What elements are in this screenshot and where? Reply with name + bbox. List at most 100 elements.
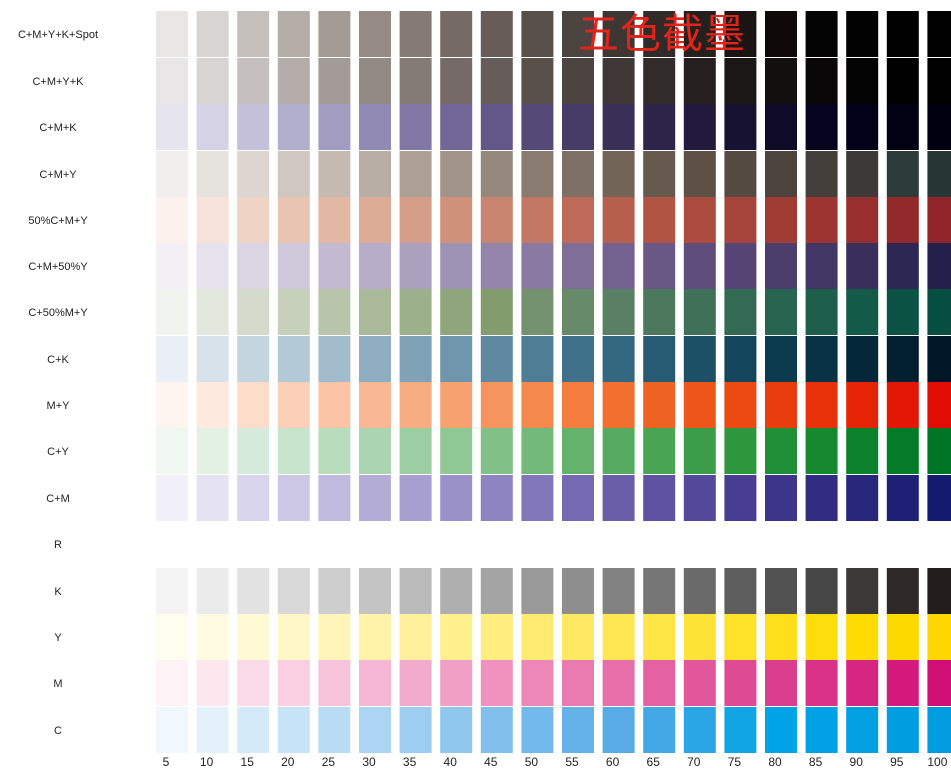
color-swatch [196,475,229,521]
color-swatch [562,660,594,706]
color-swatch [277,707,310,753]
color-swatch [886,382,919,428]
color-swatch [886,475,919,521]
color-swatch [399,11,432,57]
x-tick-label: 55 [565,755,579,768]
color-swatch [480,382,513,428]
color-swatch [156,11,188,57]
color-swatch [237,197,270,243]
color-swatch [683,197,716,243]
color-swatch [440,614,473,660]
color-swatch [805,707,838,753]
color-swatch [724,382,757,428]
color-swatch [237,336,270,382]
color-swatch [237,243,270,289]
color-swatch [846,614,879,660]
color-swatch [399,151,432,197]
color-swatch [521,289,554,335]
color-swatch [399,568,432,614]
color-swatch [886,243,919,289]
color-swatch [927,568,951,614]
color-swatch [846,382,879,428]
color-swatch [602,660,635,706]
color-swatch [399,104,432,150]
color-swatch [886,58,919,104]
color-swatch [927,151,951,197]
color-swatch [846,707,879,753]
color-swatch [846,289,879,335]
color-swatch [440,289,473,335]
color-swatch [156,428,188,474]
color-swatch [765,289,797,335]
color-swatch [683,428,716,474]
color-swatch [359,428,391,474]
color-swatch [765,382,797,428]
color-swatch [927,428,951,474]
color-swatch [602,614,635,660]
color-swatch [643,243,676,289]
color-swatch [643,614,676,660]
color-swatch [399,614,432,660]
color-swatch [196,289,229,335]
color-swatch [156,382,188,428]
color-swatch [683,475,716,521]
color-swatch [846,11,879,57]
color-swatch [399,336,432,382]
color-swatch [765,243,797,289]
x-tick-label: 20 [281,755,295,768]
color-swatch [562,614,594,660]
x-tick-label: 60 [606,755,620,768]
color-swatch [318,243,351,289]
color-swatch [156,660,188,706]
color-swatch [318,568,351,614]
x-tick-label: 85 [809,755,823,768]
color-swatch [318,475,351,521]
color-swatch [318,336,351,382]
color-swatch [562,336,594,382]
color-swatch [521,614,554,660]
color-swatch [399,58,432,104]
color-swatch [237,11,270,57]
color-swatch [805,243,838,289]
color-swatch [805,568,838,614]
x-tick-label: 35 [403,755,417,768]
color-swatch [886,428,919,474]
color-swatch [156,289,188,335]
color-swatch [440,707,473,753]
color-swatch [196,707,229,753]
color-swatch [886,707,919,753]
x-tick-label: 10 [200,755,214,768]
row-label: M+Y [47,400,71,412]
row-label: C+M+Y [39,169,77,181]
color-swatch [886,336,919,382]
color-swatch [196,11,229,57]
color-swatch [643,58,676,104]
color-swatch [399,428,432,474]
row-label: C+M+50%Y [28,261,88,273]
x-tick-label: 40 [444,755,458,768]
color-swatch [683,289,716,335]
color-swatch [724,11,757,57]
color-swatch [562,289,594,335]
color-swatch [359,11,391,57]
color-swatch [683,382,716,428]
color-swatch [765,104,797,150]
color-swatch [562,58,594,104]
color-swatch [359,151,391,197]
color-swatch [318,428,351,474]
color-swatch [480,614,513,660]
color-swatch [318,707,351,753]
color-swatch [318,104,351,150]
color-swatch [602,336,635,382]
color-swatch [196,660,229,706]
color-swatch [521,11,554,57]
color-swatch [602,243,635,289]
color-swatch [724,243,757,289]
color-swatch [927,382,951,428]
row-label: C+Y [47,446,69,458]
color-swatch [724,336,757,382]
color-swatch [237,104,270,150]
color-swatch [277,568,310,614]
x-tick-label: 5 [163,755,170,768]
color-swatch [643,660,676,706]
